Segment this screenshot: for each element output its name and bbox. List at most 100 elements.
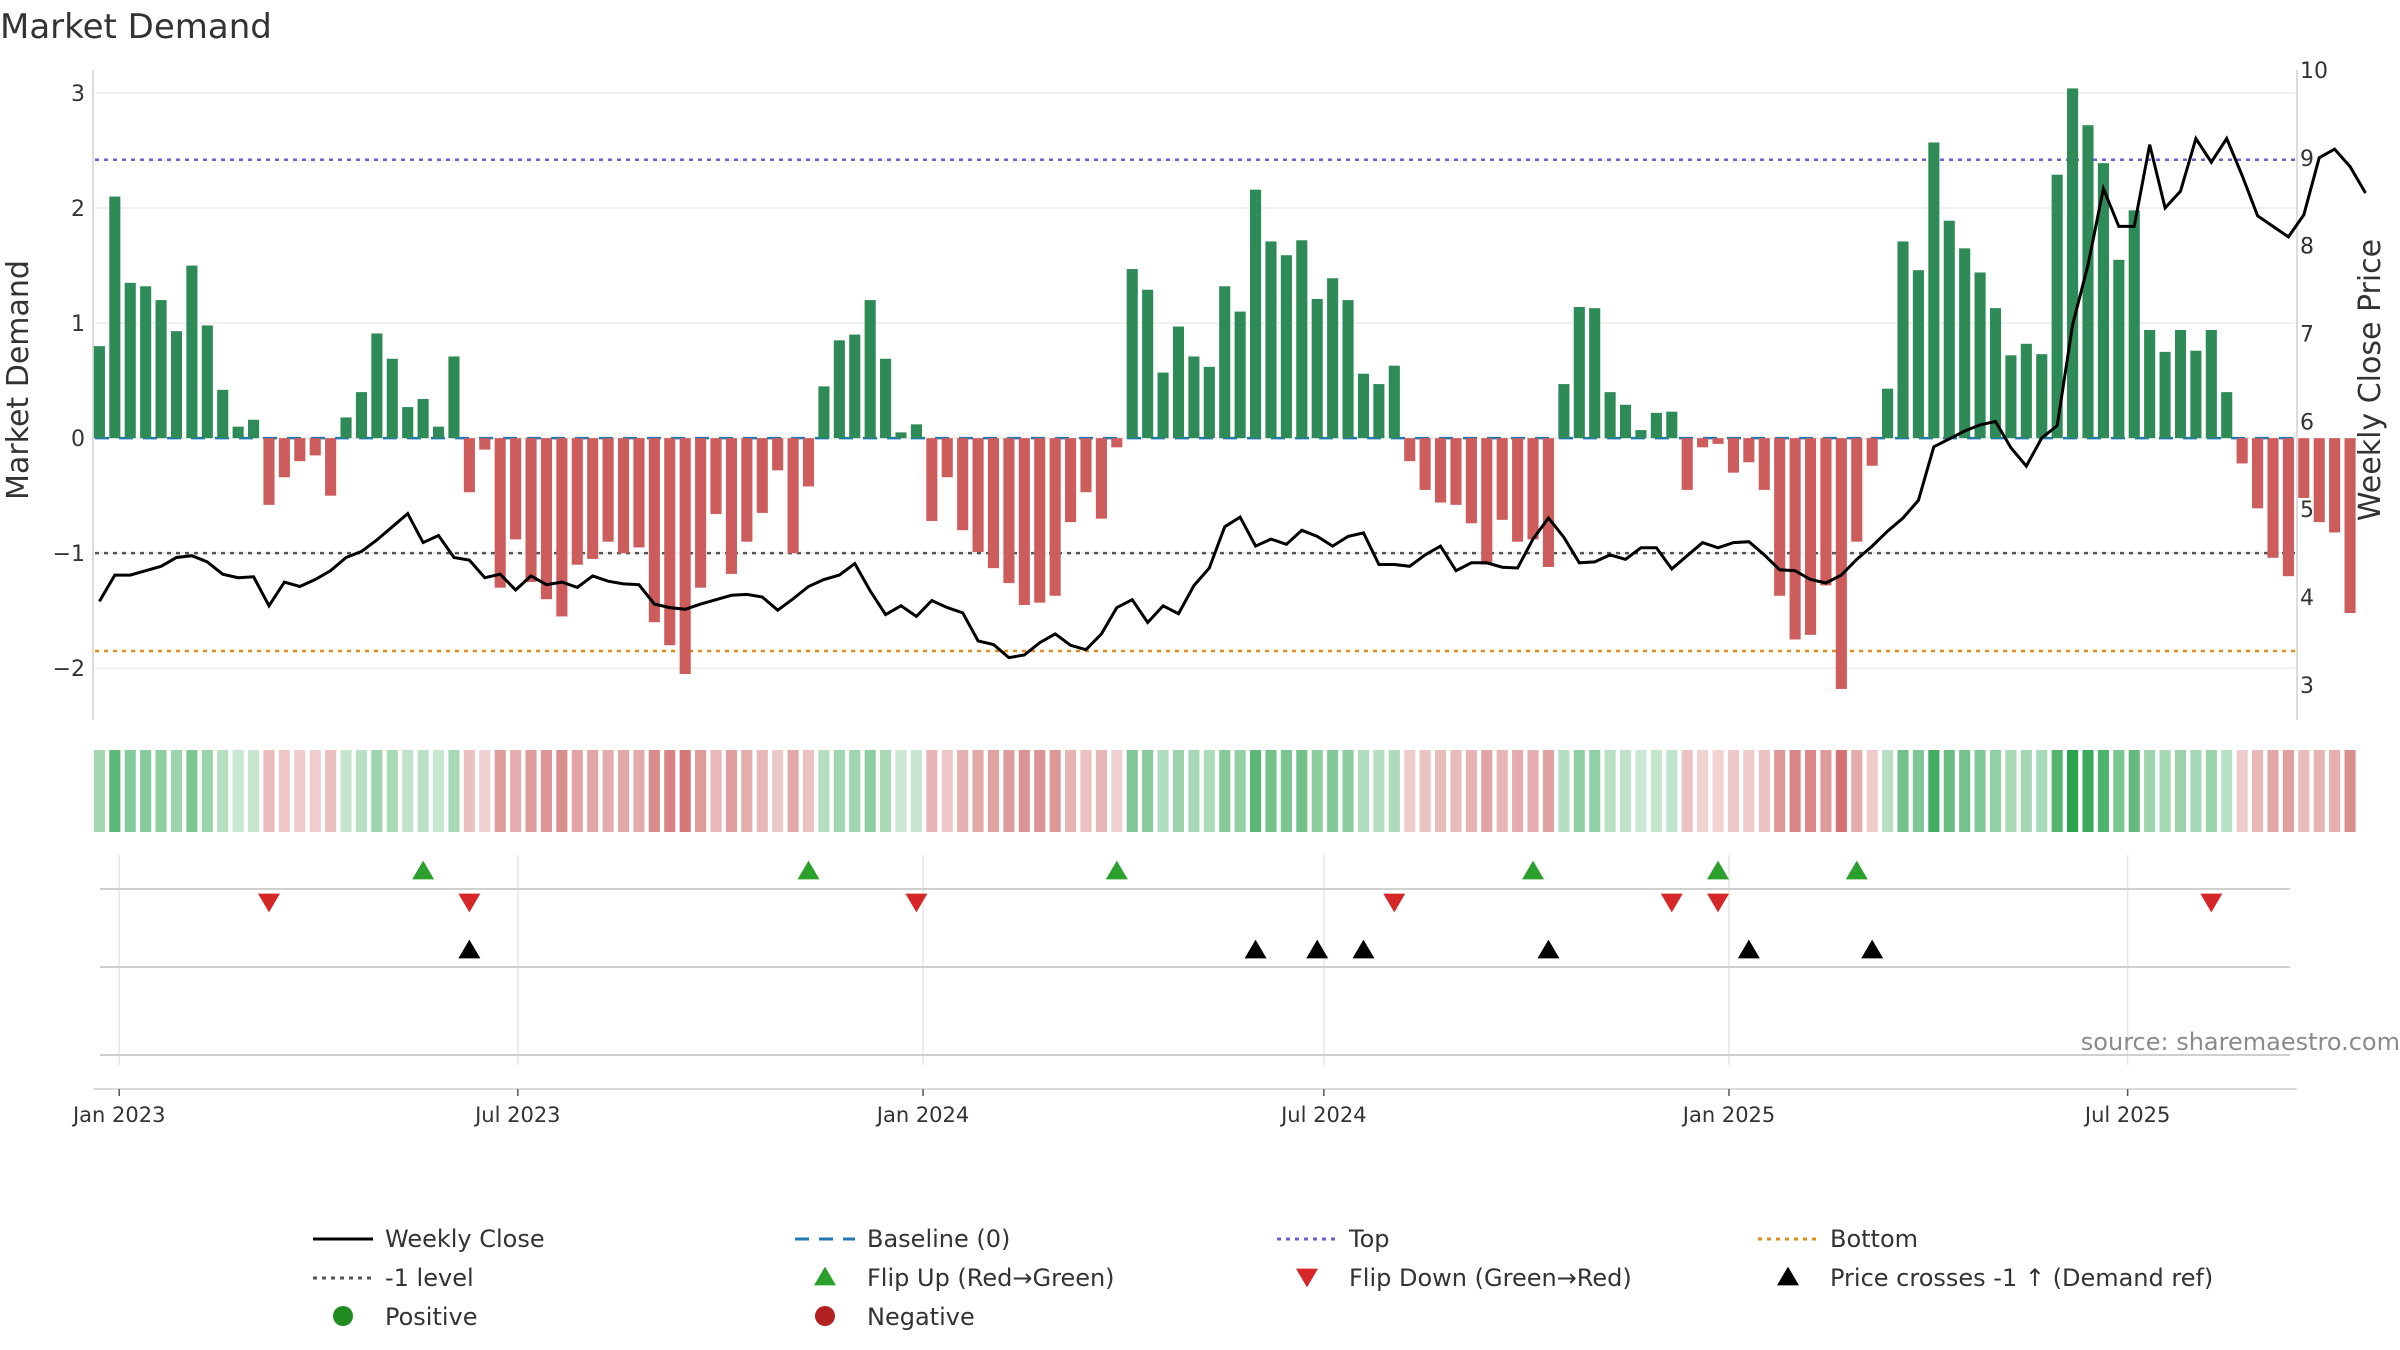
heat-cell [1095,750,1107,832]
positive-demand-bar [140,286,152,439]
heat-cell [1388,750,1400,832]
flip-up-marker [1707,860,1730,880]
heat-cell [1219,750,1231,832]
heat-cell [355,750,368,832]
legend: Weekly Close Baseline (0) Top Bottom -1 leve… [313,1225,2213,1331]
heat-cell [1866,750,1878,832]
heat-cell [1820,750,1832,832]
heat-cell [648,750,660,832]
positive-demand-bar [1142,289,1154,439]
source-note: source: sharemaestro.com [2081,1028,2400,1056]
legend-label: Negative [867,1303,975,1331]
heat-cell [849,750,861,832]
flip-down-marker [1660,893,1683,913]
heat-cell [1974,750,1986,832]
positive-demand-bar [1882,388,1894,439]
heat-cell [741,750,753,832]
heat-cell [972,750,984,832]
price-cross-marker [1861,939,1884,959]
negative-demand-bar [741,438,753,542]
positive-demand-bar [1234,311,1246,439]
heat-cell [1434,750,1447,832]
positive-demand-bar [833,340,845,439]
negative-demand-bar [510,438,522,540]
heat-cell [1743,750,1755,832]
heat-cell [1203,750,1215,832]
heat-cell [540,750,553,832]
positive-demand-bar [2190,350,2202,439]
heat-cell [787,750,799,832]
heat-cell [309,750,321,832]
gridlines [92,70,2298,1065]
heat-cell [2267,750,2279,832]
heat-cell [833,750,845,832]
heat-cell [1681,750,1693,832]
negative-demand-bar [957,438,969,531]
legend-label: Weekly Close [385,1225,545,1253]
negative-demand-bar [987,438,1000,569]
flip-down-marker [2200,893,2223,913]
heat-cell [494,750,506,832]
heat-cell [1034,750,1046,832]
flip-up-marker [412,860,435,880]
positive-demand-bar [1589,308,1601,439]
positive-demand-bar [864,300,876,439]
heat-cell [1835,750,1847,832]
heat-cell [1666,750,1678,832]
negative-demand-bar [802,438,815,487]
negative-demand-bar [617,438,630,554]
heat-cell [1327,750,1339,832]
positive-demand-bar [2174,330,2187,439]
heat-cell [1280,750,1292,832]
negative-demand-bar [710,438,722,515]
heat-cell [325,750,337,832]
positive-demand-bar [402,407,414,439]
negative-demand-bar [1835,438,1847,689]
positive-demand-bar [371,333,383,439]
positive-demand-bar [1219,286,1231,439]
negative-demand-bar [1065,438,1077,523]
x-tick-label: Jan 2025 [1681,1103,1776,1127]
legend-label: -1 level [385,1264,474,1292]
x-tick-label: Jul 2025 [2083,1103,2170,1127]
positive-demand-bar [1126,269,1138,439]
left-tick-label: 3 [71,82,85,107]
heat-cell [1188,750,1200,832]
left-tick-label: 0 [71,427,85,452]
heat-cell [1465,750,1477,832]
right-tick-label: 7 [2300,323,2314,348]
positive-demand-bar [217,389,229,439]
flip-down-marker [1707,893,1730,913]
heat-cell [1573,750,1585,832]
negative-demand-bar [309,438,321,456]
right-tick-label: 4 [2300,586,2314,611]
positive-demand-bar [93,346,105,439]
negative-demand-bar [2252,438,2264,509]
positive-demand-bar [1373,384,1385,439]
negative-demand-bar [1712,438,1724,444]
negative-demand-bar [1697,438,1709,448]
left-tick-label: −1 [53,542,85,567]
heat-cell [1157,750,1169,832]
price-cross-marker [1244,939,1267,959]
heat-cell [1650,750,1662,832]
positive-demand-bar [2067,88,2079,439]
positive-demand-bar [818,386,830,439]
price-cross-marker [1306,939,1329,959]
negative-demand-bar [1743,438,1755,463]
positive-demand-bar [1619,404,1632,439]
negative-demand-bar [1404,438,1416,462]
flip-down-marker [905,893,928,913]
heat-cell [1049,750,1061,832]
heat-cell [1758,750,1770,832]
negative-demand-bar [1866,438,1878,466]
heat-cell [186,750,198,832]
heat-cell [1774,750,1786,832]
heat-cell [1697,750,1709,832]
positive-demand-bar [355,392,368,439]
heat-cell [1897,750,1909,832]
heat-cell [1065,750,1077,832]
positive-demand-bar [2097,163,2109,439]
legend-negative: Negative [815,1303,975,1331]
heat-cell [1727,750,1739,832]
